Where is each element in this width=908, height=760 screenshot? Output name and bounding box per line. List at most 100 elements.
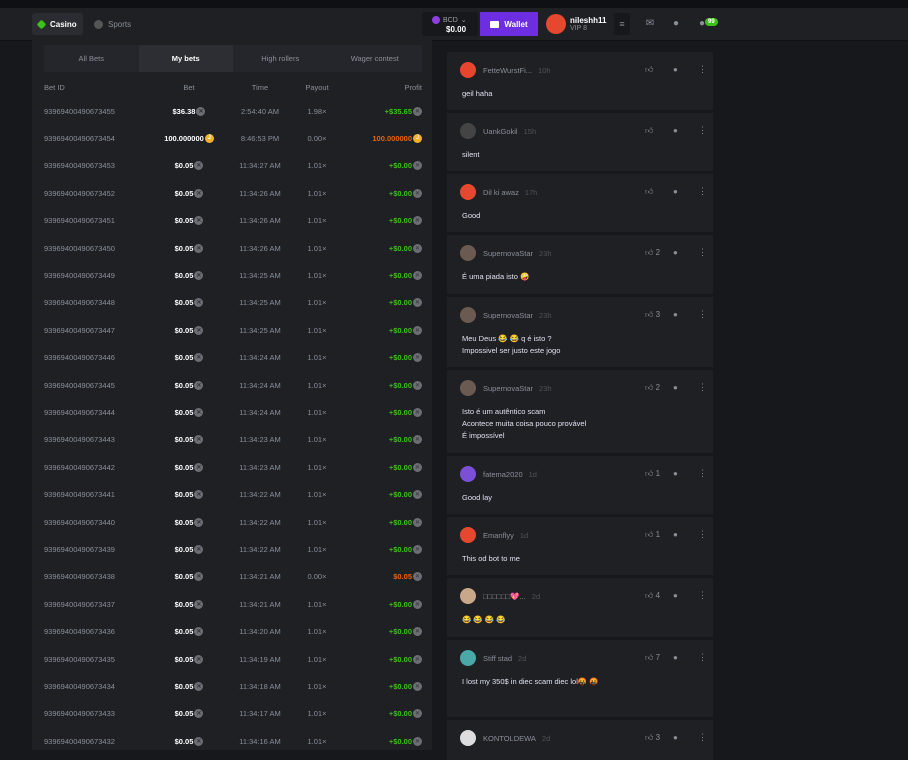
comment-author[interactable]: FetteWurstFi... 10h [483, 66, 551, 75]
bet-id[interactable]: 93969400490673454 [44, 133, 115, 143]
reply-icon[interactable]: ● [673, 383, 678, 392]
table-row[interactable]: 93969400490673441 $0.05 ✕ 11:34:22 AM 1.0… [44, 488, 422, 502]
table-row[interactable]: 93969400490673444 $0.05 ✕ 11:34:24 AM 1.0… [44, 405, 422, 419]
author-name[interactable]: SupernovaStar [483, 384, 534, 393]
nav-sports[interactable]: Sports [88, 13, 137, 35]
table-row[interactable]: 93969400490673438 $0.05 ✕ 11:34:21 AM 0.0… [44, 570, 422, 584]
like-button[interactable]: 👍︎ 7 [645, 653, 660, 663]
comment-author[interactable]: SupernovaStar 23h [483, 311, 552, 320]
comment-author[interactable]: Emanflyy 1d [483, 531, 528, 540]
more-options-icon[interactable]: ⋮ [698, 125, 707, 135]
table-row[interactable]: 93969400490673443 $0.05 ✕ 11:34:23 AM 1.0… [44, 433, 422, 447]
nav-casino[interactable]: Casino [32, 13, 83, 35]
mail-icon[interactable]: ✉ [645, 18, 655, 29]
comment-author[interactable]: fatema2020 1d [483, 470, 537, 479]
table-row[interactable]: 93969400490673439 $0.05 ✕ 11:34:22 AM 1.0… [44, 542, 422, 556]
bet-id[interactable]: 93969400490673443 [44, 435, 115, 445]
table-row[interactable]: 93969400490673454 100.000000 J 8:46:53 PM… [44, 131, 422, 145]
reply-icon[interactable]: ● [673, 591, 678, 600]
table-row[interactable]: 93969400490673450 $0.05 ✕ 11:34:26 AM 1.0… [44, 241, 422, 255]
bet-id[interactable]: 93969400490673447 [44, 325, 115, 335]
table-row[interactable]: 93969400490673448 $0.05 ✕ 11:34:25 AM 1.0… [44, 296, 422, 310]
table-row[interactable]: 93969400490673436 $0.05 ✕ 11:34:20 AM 1.0… [44, 625, 422, 639]
comment-avatar[interactable] [460, 650, 476, 666]
bet-id[interactable]: 93969400490673444 [44, 407, 115, 417]
author-name[interactable]: KONTOLDEWA [483, 734, 536, 743]
reply-icon[interactable]: ● [673, 187, 678, 196]
reply-icon[interactable]: ● [673, 469, 678, 478]
like-button[interactable]: 👍︎ 3 [645, 310, 660, 320]
like-button[interactable]: 👍︎ 2 [645, 383, 660, 393]
author-name[interactable]: UankGokil [483, 127, 518, 136]
comment-author[interactable]: KONTOLDEWA 2d [483, 734, 550, 743]
menu-icon[interactable]: ≡ [614, 13, 630, 35]
bet-id[interactable]: 93969400490673440 [44, 517, 115, 527]
avatar[interactable] [546, 14, 566, 34]
reply-icon[interactable]: ● [673, 248, 678, 257]
author-name[interactable]: □□□□□□💖... [483, 592, 526, 601]
tab-high-rollers[interactable]: High rollers [261, 54, 300, 63]
like-button[interactable]: 👍︎ [645, 126, 653, 136]
chat-icon[interactable]: ● [698, 18, 706, 29]
like-button[interactable]: 👍︎ 1 [645, 530, 660, 540]
bet-id[interactable]: 93969400490673449 [44, 270, 115, 280]
author-name[interactable]: SupernovaStar [483, 249, 534, 258]
comment-author[interactable]: Stiff stad 2d [483, 654, 526, 663]
table-row[interactable]: 93969400490673447 $0.05 ✕ 11:34:25 AM 1.0… [44, 323, 422, 337]
comment-author[interactable]: UankGokil 15h [483, 127, 536, 136]
like-button[interactable]: 👍︎ [645, 65, 653, 75]
bet-id[interactable]: 93969400490673452 [44, 188, 115, 198]
like-button[interactable]: 👍︎ [645, 187, 653, 197]
more-options-icon[interactable]: ⋮ [698, 468, 707, 478]
author-name[interactable]: Stiff stad [483, 654, 513, 663]
bet-id[interactable]: 93969400490673441 [44, 490, 115, 500]
comment-avatar[interactable] [460, 527, 476, 543]
comment-avatar[interactable] [460, 123, 476, 139]
table-row[interactable]: 93969400490673445 $0.05 ✕ 11:34:24 AM 1.0… [44, 378, 422, 392]
tab-all-bets[interactable]: All Bets [78, 54, 104, 63]
comment-avatar[interactable] [460, 184, 476, 200]
more-options-icon[interactable]: ⋮ [698, 382, 707, 392]
bet-id[interactable]: 93969400490673438 [44, 572, 115, 582]
comment-avatar[interactable] [460, 245, 476, 261]
table-row[interactable]: 93969400490673432 $0.05 ✕ 11:34:16 AM 1.0… [44, 734, 422, 748]
table-row[interactable]: 93969400490673451 $0.05 ✕ 11:34:26 AM 1.0… [44, 214, 422, 228]
author-name[interactable]: fatema2020 [483, 470, 523, 479]
table-row[interactable]: 93969400490673449 $0.05 ✕ 11:34:25 AM 1.0… [44, 268, 422, 282]
comment-author[interactable]: Dil ki awaz 17h [483, 188, 537, 197]
comment-avatar[interactable] [460, 730, 476, 746]
comment-avatar[interactable] [460, 380, 476, 396]
comment-author[interactable]: □□□□□□💖... 2d [483, 592, 540, 601]
reply-icon[interactable]: ● [673, 530, 678, 539]
bet-id[interactable]: 93969400490673433 [44, 709, 115, 719]
like-button[interactable]: 👍︎ 3 [645, 733, 660, 743]
like-button[interactable]: 👍︎ 4 [645, 591, 660, 601]
more-options-icon[interactable]: ⋮ [698, 186, 707, 196]
bet-id[interactable]: 93969400490673442 [44, 462, 115, 472]
author-name[interactable]: SupernovaStar [483, 311, 534, 320]
table-row[interactable]: 93969400490673435 $0.05 ✕ 11:34:19 AM 1.0… [44, 652, 422, 666]
reply-icon[interactable]: ● [673, 653, 678, 662]
table-row[interactable]: 93969400490673455 $36.38 ✕ 2:54:40 AM 1.9… [44, 104, 422, 118]
comment-avatar[interactable] [460, 588, 476, 604]
comment-avatar[interactable] [460, 307, 476, 323]
more-options-icon[interactable]: ⋮ [698, 247, 707, 257]
comment-author[interactable]: SupernovaStar 23h [483, 249, 552, 258]
table-row[interactable]: 93969400490673433 $0.05 ✕ 11:34:17 AM 1.0… [44, 707, 422, 721]
like-button[interactable]: 👍︎ 1 [645, 469, 660, 479]
more-options-icon[interactable]: ⋮ [698, 590, 707, 600]
author-name[interactable]: Dil ki awaz [483, 188, 519, 197]
table-row[interactable]: 93969400490673434 $0.05 ✕ 11:34:18 AM 1.0… [44, 679, 422, 693]
bet-id[interactable]: 93969400490673439 [44, 544, 115, 554]
tab-wager-contest[interactable]: Wager contest [350, 54, 399, 63]
reply-icon[interactable]: ● [673, 310, 678, 319]
reply-icon[interactable]: ● [673, 65, 678, 74]
bet-id[interactable]: 93969400490673445 [44, 380, 115, 390]
table-row[interactable]: 93969400490673437 $0.05 ✕ 11:34:21 AM 1.0… [44, 597, 422, 611]
table-row[interactable]: 93969400490673446 $0.05 ✕ 11:34:24 AM 1.0… [44, 351, 422, 365]
bet-id[interactable]: 93969400490673455 [44, 106, 115, 116]
reply-icon[interactable]: ● [673, 733, 678, 742]
bet-id[interactable]: 93969400490673451 [44, 216, 115, 226]
more-options-icon[interactable]: ⋮ [698, 732, 707, 742]
table-row[interactable]: 93969400490673453 $0.05 ✕ 11:34:27 AM 1.0… [44, 159, 422, 173]
